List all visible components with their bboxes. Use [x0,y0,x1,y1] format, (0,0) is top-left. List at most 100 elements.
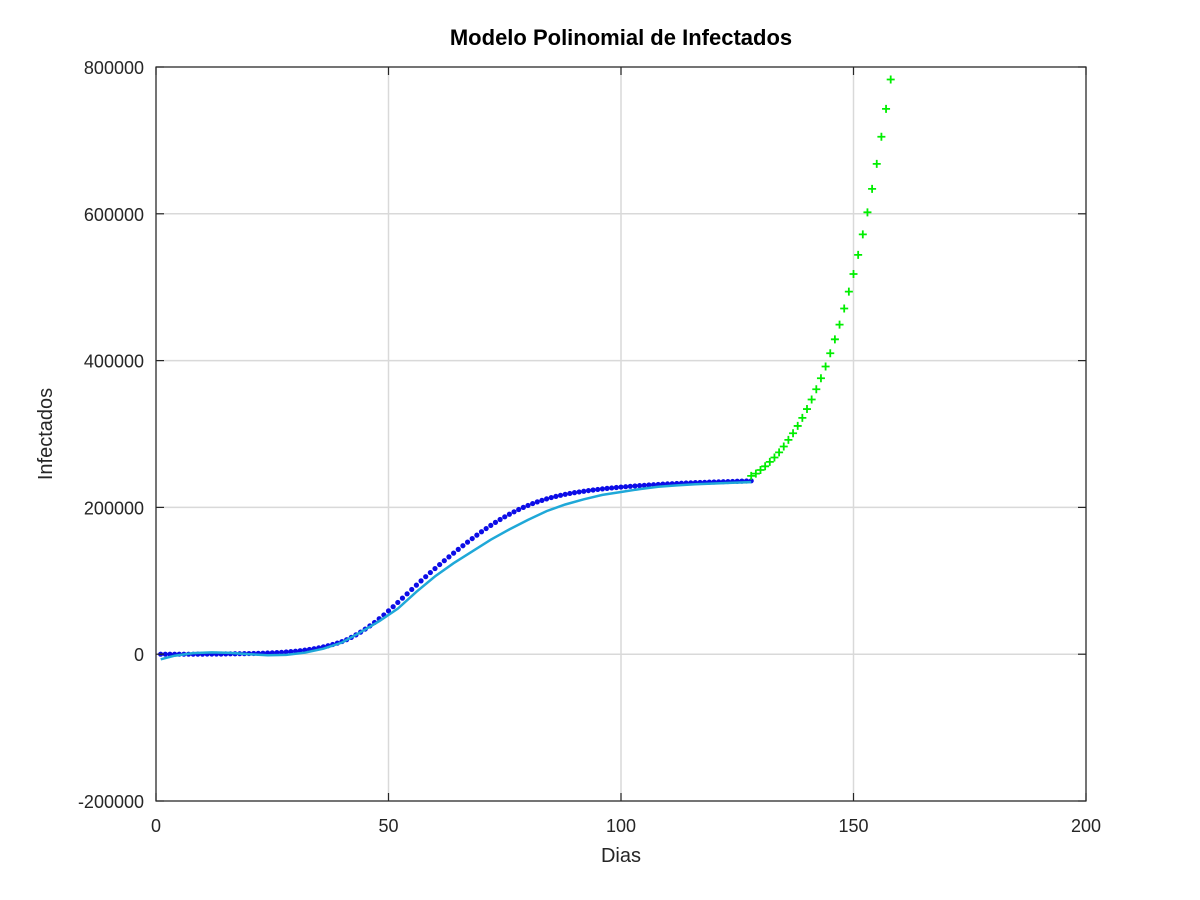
observed-point [571,490,578,496]
forecast-point [872,159,881,168]
forecast-point [770,453,779,462]
observed-point [437,561,443,568]
observed-point [278,649,285,655]
y-tick-label: 600000 [84,205,144,225]
x-axis-label: Dias [601,845,641,867]
observed-point [418,578,424,584]
forecast-point [886,75,895,84]
observed-point [451,550,457,556]
forecast-point [812,385,821,394]
observed-point [530,500,536,507]
forecast-point [756,465,765,474]
forecast-point [789,429,798,438]
y-tick-label: 200000 [84,498,144,518]
observed-point [516,506,522,513]
fit-line [160,480,752,661]
observed-point [534,499,540,505]
forecast-point [882,104,891,113]
observed-point [413,582,419,588]
observed-point [409,586,415,593]
forecast-point [793,421,802,430]
forecast-point [854,250,863,259]
observed-point [637,483,643,489]
forecast-point [840,304,849,313]
observed-point [599,486,606,492]
forecast-point [858,230,867,239]
observed-point [585,487,592,494]
forecast-point [775,448,784,457]
observed-point [432,565,438,572]
forecast-point [830,335,839,344]
observed-point [641,482,647,488]
y-tick-label: 800000 [84,58,144,78]
observed-point [464,539,471,545]
observed-point [441,558,447,564]
forecast-point [779,442,788,451]
observed-point [520,504,526,510]
y-tick-label: -200000 [78,792,144,812]
observed-point [548,494,554,501]
observed-point [474,532,480,538]
forecast-point [807,395,816,404]
observed-point [590,487,596,493]
y-tick-label: 0 [134,645,144,665]
forecast-point [784,435,793,444]
forecast-point [826,349,835,358]
forecast-point [868,184,877,193]
plot-series [158,75,895,661]
observed-point [623,484,629,490]
observed-point [497,516,503,523]
observed-point [511,509,517,515]
forecast-point [877,132,886,141]
x-tick-label: 0 [151,816,161,836]
forecast-point [835,320,844,329]
observed-point [446,554,452,560]
observed-point [390,604,396,610]
observed-point [646,482,652,488]
observed-point [427,569,433,576]
chart-title: Modelo Polinomial de Infectados [450,25,792,50]
forecast-point [761,462,770,471]
observed-point [385,608,392,614]
forecast-point [821,362,830,371]
forecast-point [765,457,774,466]
forecast-point [816,374,825,383]
forecast-point [751,469,760,478]
observed-point [492,519,499,525]
observed-point [288,649,294,655]
observed-point [460,543,466,549]
observed-point [627,483,633,489]
forecast-point [863,208,872,217]
forecast-point [803,405,811,414]
y-tick-label: 400000 [84,352,144,372]
observed-point [283,649,289,655]
observed-point [502,514,508,520]
forecast-point [844,287,853,296]
observed-point [557,492,564,498]
observed-point [404,591,410,597]
observed-point [395,599,401,606]
observed-point [506,511,512,517]
observed-point [604,485,610,491]
observed-point [618,484,624,490]
x-tick-label: 200 [1071,816,1101,836]
forecast-point [798,413,807,422]
observed-point [567,490,573,497]
forecast-point [849,269,858,278]
observed-point [632,483,638,489]
x-tick-label: 100 [606,816,636,836]
observed-point [576,489,582,495]
forecast-point [747,471,756,480]
observed-point [553,493,559,499]
fit-series [160,480,752,661]
observed-point [469,535,475,542]
observed-point [478,529,485,535]
axis-ticks: 0 50 100 150 200 -200000 0 200000 400000 600000 80… [78,58,1101,836]
observed-point [162,651,168,657]
observed-point [455,546,461,552]
observed-series [158,478,754,657]
observed-point [562,491,568,497]
observed-point [483,525,489,532]
observed-point [544,496,550,502]
observed-point [525,502,531,509]
